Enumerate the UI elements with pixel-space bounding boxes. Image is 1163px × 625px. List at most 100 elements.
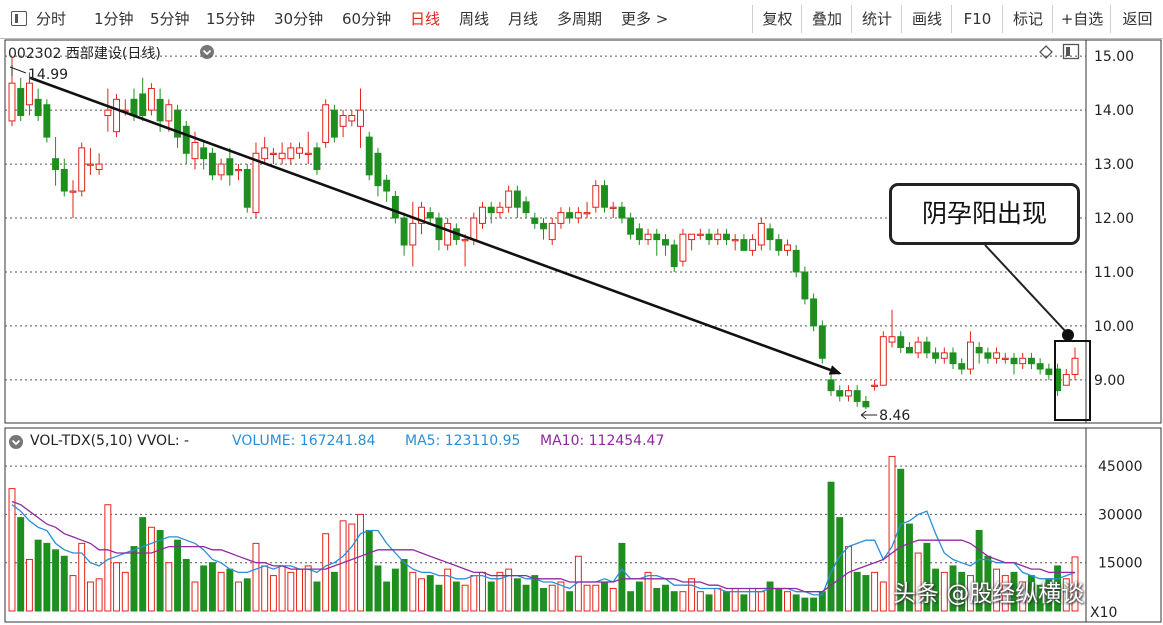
candle-body	[182, 125, 190, 154]
volume-bar	[313, 581, 321, 612]
window-icon[interactable]	[1062, 43, 1080, 60]
candle-body	[740, 239, 748, 251]
candle-body	[879, 336, 887, 386]
period-tab-4[interactable]: 30分钟	[274, 10, 324, 28]
candle-body	[269, 152, 277, 155]
volume-bar	[104, 504, 112, 612]
candle	[235, 164, 243, 181]
candle	[966, 331, 974, 375]
volume-bar	[540, 587, 547, 612]
candle	[348, 110, 356, 127]
candle-body	[513, 190, 521, 208]
period-tab-7[interactable]: 周线	[459, 10, 490, 28]
candle-body	[627, 217, 635, 235]
candle	[278, 142, 286, 165]
candle	[104, 88, 112, 132]
candle-body	[60, 168, 68, 192]
candle-body	[348, 115, 356, 122]
volume-bar	[304, 565, 312, 612]
candle	[993, 347, 1001, 364]
candle	[566, 207, 574, 224]
candle	[557, 207, 565, 229]
callout-dot	[1062, 329, 1074, 341]
price-tick-label: 10.00	[1094, 319, 1134, 335]
candle	[696, 228, 704, 240]
volume-bar	[827, 481, 835, 612]
diamond-icon[interactable]	[1038, 44, 1054, 60]
volume-bar	[688, 578, 696, 612]
high-price-label: 14.99	[28, 67, 68, 83]
candle-body	[609, 206, 617, 209]
candle-body	[749, 239, 757, 251]
candle-body	[592, 185, 600, 208]
panel-toggle-icon[interactable]	[11, 11, 27, 26]
candle-body	[17, 88, 25, 117]
candle	[879, 331, 887, 386]
candle	[627, 212, 635, 240]
candle	[1019, 352, 1027, 370]
candle-body	[644, 233, 652, 241]
candle-body	[984, 352, 992, 359]
period-tab-0[interactable]: 分时	[36, 10, 67, 28]
low-marker	[860, 410, 878, 420]
candle-body	[618, 206, 626, 219]
toolbar-button-0[interactable]: 复权	[752, 5, 802, 33]
volume-bar	[975, 530, 983, 612]
period-tab-9[interactable]: 多周期	[557, 10, 603, 28]
period-tab-10[interactable]: 更多 >	[621, 10, 669, 28]
candle	[182, 120, 190, 165]
candle	[731, 234, 739, 251]
period-tab-6[interactable]: 日线	[410, 10, 441, 28]
candle	[670, 239, 678, 272]
candle	[113, 93, 121, 138]
volume-tick-label: 30000	[1098, 507, 1143, 523]
candle	[1001, 352, 1009, 364]
candle	[52, 137, 60, 186]
volume-bar	[34, 539, 42, 612]
candle	[592, 180, 600, 213]
toolbar-button-4[interactable]: F10	[951, 5, 1003, 33]
period-tab-3[interactable]: 15分钟	[206, 10, 256, 28]
toolbar-button-3[interactable]: 画线	[901, 5, 952, 33]
candle-body	[601, 185, 608, 208]
toolbar-button-7[interactable]: 返回	[1110, 5, 1163, 33]
candle-body	[548, 222, 556, 241]
toolbar-button-1[interactable]: 叠加	[801, 5, 852, 33]
toolbar-button-2[interactable]: 统计	[851, 5, 902, 33]
candle	[844, 385, 852, 402]
volume-bar	[531, 575, 539, 612]
volume-bar	[784, 591, 791, 612]
period-tab-2[interactable]: 5分钟	[150, 10, 190, 28]
candle	[766, 223, 774, 251]
candle	[287, 142, 295, 165]
volume-bar	[95, 578, 103, 612]
candle-body	[1045, 368, 1053, 375]
volume-bar	[226, 568, 234, 612]
chevron-down-icon[interactable]	[8, 434, 24, 450]
volume-bar	[1001, 575, 1009, 612]
volume-bar	[409, 571, 417, 612]
volume-bar	[914, 552, 922, 612]
candle	[740, 234, 748, 251]
candle-body	[714, 233, 722, 241]
candle-body	[479, 206, 486, 224]
period-tab-8[interactable]: 月线	[508, 10, 539, 28]
volume-bar	[522, 584, 530, 612]
candle-body	[993, 352, 1001, 359]
candle-body	[914, 341, 922, 354]
volume-bar	[374, 565, 382, 612]
candle-body	[461, 239, 469, 242]
volume-bar	[365, 530, 373, 612]
period-tab-1[interactable]: 1分钟	[94, 10, 134, 28]
toolbar-button-6[interactable]: +自选	[1052, 5, 1111, 33]
candle-body	[975, 346, 983, 354]
volume-bar	[78, 542, 86, 612]
period-tab-5[interactable]: 60分钟	[342, 10, 392, 28]
chevron-down-icon[interactable]	[199, 44, 215, 60]
toolbar-button-5[interactable]: 标记	[1002, 5, 1053, 33]
volume-bar	[566, 591, 574, 612]
candle-body	[557, 212, 565, 224]
candle	[339, 110, 347, 138]
volume-bar	[330, 571, 338, 612]
candle	[200, 142, 208, 170]
